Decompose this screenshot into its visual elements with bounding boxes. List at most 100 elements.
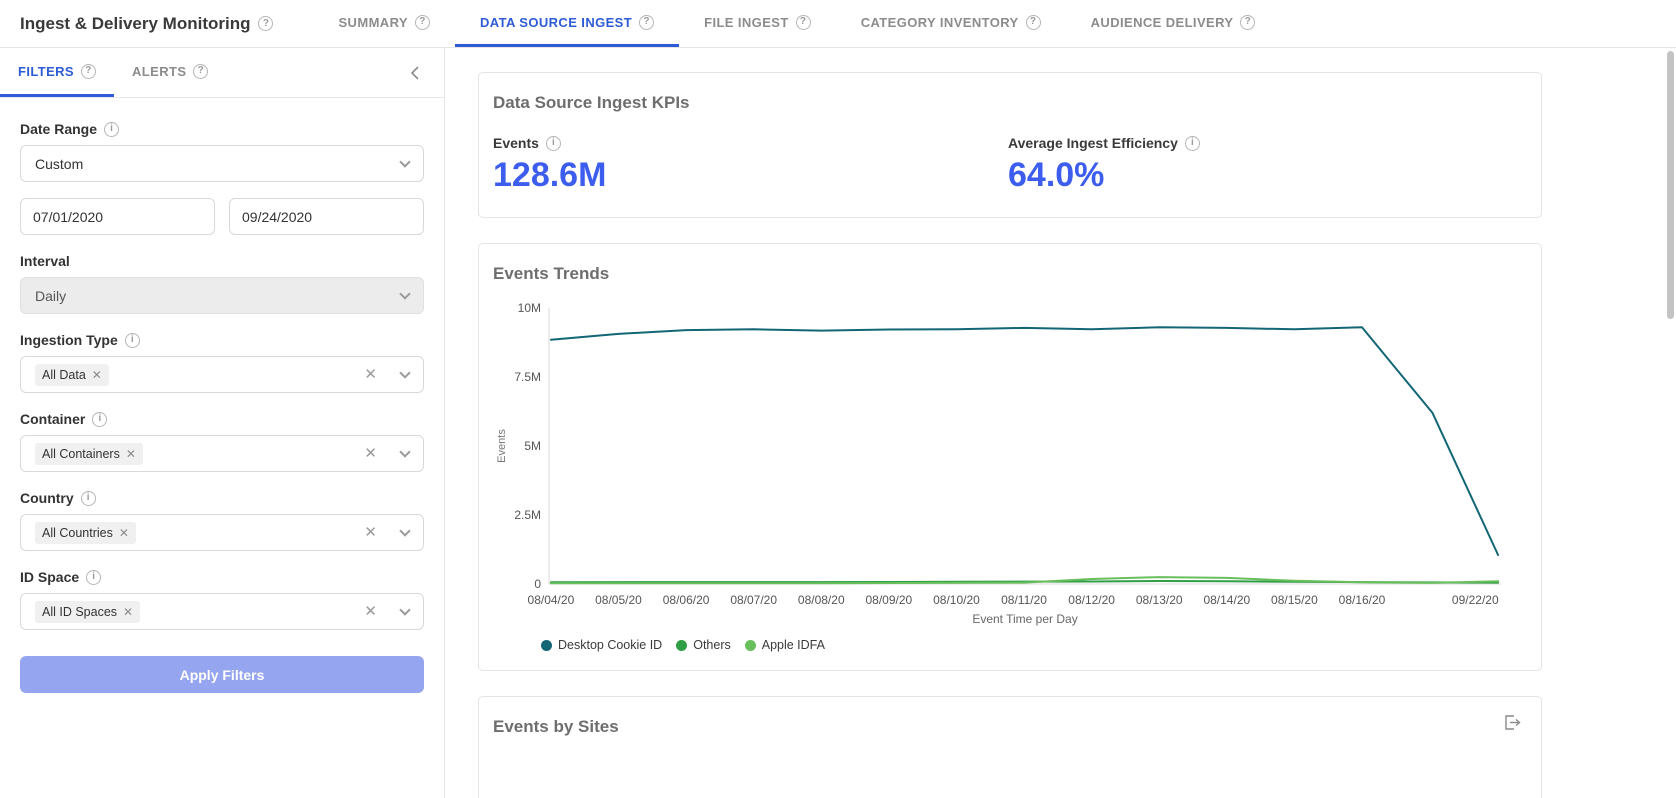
id-space-label: ID Space i: [20, 569, 424, 585]
container-group: Container i All Containers ✕ ✕: [20, 411, 424, 472]
tab-file-ingest[interactable]: FILE INGEST ?: [679, 0, 836, 47]
legend-dot: [676, 639, 688, 651]
page-title: Ingest & Delivery Monitoring: [20, 13, 251, 33]
events-trends-chart: 0 2.5M 5M 7.5M 10M 08/04/20 08/05/20 08/06/20 08…: [496, 301, 1501, 607]
end-date-input[interactable]: [229, 198, 424, 235]
country-group: Country i All Countries ✕ ✕: [20, 490, 424, 551]
tab-data-source-ingest-label: DATA SOURCE INGEST: [479, 14, 633, 30]
ingestion-type-chip: All Data ✕: [35, 363, 109, 386]
kpi-events: Events i 128.6M: [493, 135, 1008, 195]
alerts-help-icon[interactable]: ?: [193, 63, 209, 79]
container-label: Container i: [20, 411, 424, 427]
id-space-select[interactable]: All ID Spaces ✕ ✕: [20, 593, 424, 630]
main-content: Data Source Ingest KPIs Events i 128.6M …: [445, 48, 1676, 798]
svg-text:7.5M: 7.5M: [514, 370, 541, 384]
filters-help-icon[interactable]: ?: [81, 63, 96, 79]
legend-dot: [541, 639, 552, 651]
legend-item-apple-idfa[interactable]: Apple IDFA: [744, 638, 825, 652]
kpi-row: Events i 128.6M Average Ingest Efficienc…: [493, 135, 1527, 195]
sidebar-tabs: FILTERS ? ALERTS ?: [0, 48, 444, 98]
tab-category-inventory[interactable]: CATEGORY INVENTORY ?: [836, 0, 1066, 47]
tab-alerts[interactable]: ALERTS ?: [114, 48, 226, 97]
sidebar: FILTERS ? ALERTS ? Date Range i: [0, 48, 445, 798]
tab-filters[interactable]: FILTERS ?: [0, 48, 114, 97]
ingestion-type-clear-icon[interactable]: ✕: [364, 366, 377, 383]
ingestion-type-label: Ingestion Type i: [20, 332, 424, 348]
chart-legend: Desktop Cookie ID Others Apple IDFA: [541, 638, 1527, 652]
ingestion-type-chip-remove-icon[interactable]: ✕: [91, 367, 102, 382]
svg-text:10M: 10M: [518, 301, 541, 315]
tab-filters-label: FILTERS: [18, 63, 74, 79]
date-inputs: [20, 198, 424, 235]
chevron-down-icon: [399, 287, 411, 300]
container-chip-remove-icon[interactable]: ✕: [125, 446, 136, 461]
id-space-chip: All ID Spaces ✕: [35, 600, 141, 623]
country-select[interactable]: All Countries ✕ ✕: [20, 514, 424, 551]
main-tabs: SUMMARY ? DATA SOURCE INGEST ? FILE INGE…: [313, 0, 1280, 47]
tab-audience-delivery[interactable]: AUDIENCE DELIVERY ?: [1066, 0, 1281, 47]
date-range-select[interactable]: Custom: [20, 145, 424, 182]
country-clear-icon[interactable]: ✕: [364, 524, 377, 541]
date-range-group: Date Range i Custom: [20, 121, 424, 235]
svg-text:08/10/20: 08/10/20: [933, 593, 980, 607]
audience-delivery-help-icon[interactable]: ?: [1240, 14, 1256, 30]
country-label: Country i: [20, 490, 424, 506]
ingestion-type-select[interactable]: All Data ✕ ✕: [20, 356, 424, 393]
apply-filters-button[interactable]: Apply Filters: [20, 656, 424, 693]
container-info-icon[interactable]: i: [92, 411, 108, 427]
tab-category-inventory-label: CATEGORY INVENTORY: [860, 14, 1019, 30]
category-inventory-help-icon[interactable]: ?: [1025, 14, 1041, 30]
tab-summary[interactable]: SUMMARY ?: [313, 0, 454, 47]
kpi-efficiency-label: Average Ingest Efficiency: [1008, 135, 1178, 151]
collapse-sidebar-icon[interactable]: [410, 66, 420, 85]
svg-text:08/13/20: 08/13/20: [1136, 593, 1183, 607]
date-range-info-icon[interactable]: i: [104, 121, 120, 137]
legend-item-desktop-cookie-id[interactable]: Desktop Cookie ID: [541, 638, 662, 652]
page-title-help-icon[interactable]: ?: [258, 16, 274, 31]
id-space-info-icon[interactable]: i: [86, 569, 102, 585]
kpi-events-label: Events: [493, 135, 539, 151]
date-range-select-value: Custom: [35, 155, 84, 172]
ingestion-type-info-icon[interactable]: i: [124, 332, 140, 348]
tab-alerts-label: ALERTS: [132, 63, 187, 79]
scrollbar-thumb[interactable]: [1667, 51, 1674, 319]
data-source-ingest-help-icon[interactable]: ?: [639, 14, 655, 30]
interval-group: Interval Daily: [20, 253, 424, 314]
country-chip-remove-icon[interactable]: ✕: [118, 525, 129, 540]
legend-dot: [744, 639, 756, 651]
file-ingest-help-icon[interactable]: ?: [795, 14, 811, 30]
events-by-sites-title: Events by Sites: [493, 717, 619, 736]
events-info-icon[interactable]: i: [545, 135, 561, 151]
container-select[interactable]: All Containers ✕ ✕: [20, 435, 424, 472]
id-space-clear-icon[interactable]: ✕: [364, 603, 377, 620]
svg-text:08/15/20: 08/15/20: [1271, 593, 1318, 607]
filters-panel: Date Range i Custom Interval: [0, 98, 444, 693]
interval-label: Interval: [20, 253, 70, 269]
kpi-efficiency-value: 64.0%: [1008, 156, 1105, 194]
country-info-icon[interactable]: i: [80, 490, 96, 506]
page-body: FILTERS ? ALERTS ? Date Range i: [0, 48, 1676, 798]
chevron-down-icon: [399, 603, 411, 616]
svg-text:0: 0: [534, 577, 541, 591]
chart-x-axis-label: Event Time per Day: [972, 612, 1078, 626]
export-icon[interactable]: [1504, 715, 1521, 735]
events-by-sites-card: Events by Sites: [478, 696, 1542, 798]
tab-data-source-ingest[interactable]: DATA SOURCE INGEST ?: [454, 0, 680, 47]
svg-text:08/05/20: 08/05/20: [595, 593, 642, 607]
id-space-chip-remove-icon[interactable]: ✕: [123, 604, 134, 619]
summary-help-icon[interactable]: ?: [414, 14, 430, 30]
events-trends-title: Events Trends: [493, 264, 610, 283]
svg-text:08/09/20: 08/09/20: [866, 593, 913, 607]
efficiency-info-icon[interactable]: i: [1184, 135, 1200, 151]
interval-select-value: Daily: [35, 287, 67, 304]
svg-text:08/08/20: 08/08/20: [798, 593, 845, 607]
svg-text:09/22/20: 09/22/20: [1452, 593, 1499, 607]
container-clear-icon[interactable]: ✕: [364, 445, 377, 462]
svg-text:08/04/20: 08/04/20: [528, 593, 575, 607]
legend-item-others[interactable]: Others: [676, 638, 731, 652]
country-chip: All Countries ✕: [35, 521, 136, 544]
start-date-input[interactable]: [20, 198, 215, 235]
svg-text:08/11/20: 08/11/20: [1001, 593, 1047, 607]
events-trends-card: Events Trends 0 2.5M 5M 7.5M 10M 08/04/20 08/0…: [478, 243, 1542, 671]
container-chip: All Containers ✕: [35, 442, 143, 465]
